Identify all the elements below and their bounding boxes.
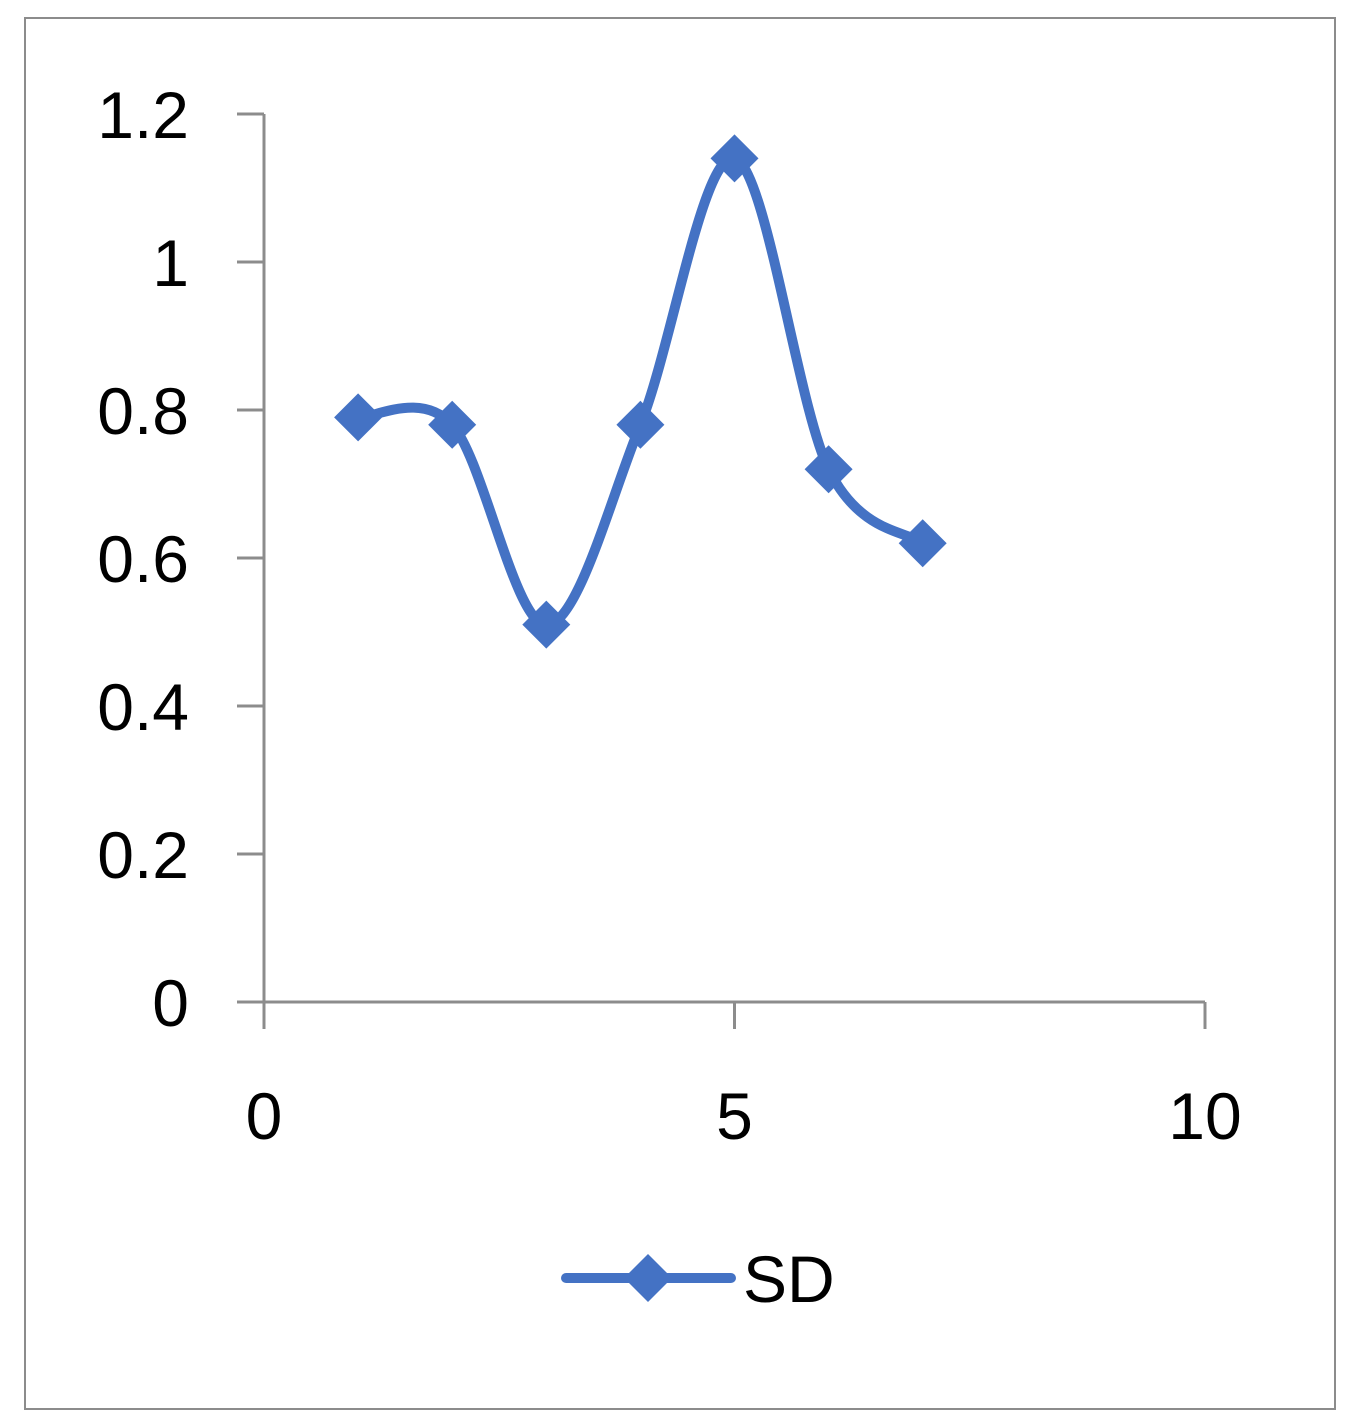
data-point-marker bbox=[428, 400, 477, 449]
y-tick-label: 0.6 bbox=[97, 522, 189, 596]
y-tick-label: 0.2 bbox=[97, 818, 189, 892]
x-tick-label: 10 bbox=[1168, 1079, 1241, 1153]
axes: 0 0.2 0.4 0.6 0.8 1 1.2 0 5 10 bbox=[97, 78, 1241, 1153]
legend: SD bbox=[561, 1242, 835, 1316]
data-point-marker bbox=[616, 400, 665, 449]
data-point-marker bbox=[710, 134, 759, 183]
legend-label: SD bbox=[743, 1242, 835, 1316]
series-layer bbox=[334, 134, 947, 649]
data-point-marker bbox=[898, 519, 947, 568]
y-tick-label: 1 bbox=[152, 226, 189, 300]
y-tick-label: 0.8 bbox=[97, 374, 189, 448]
chart-area: 0 0.2 0.4 0.6 0.8 1 1.2 0 5 10 SD bbox=[24, 17, 1336, 1410]
x-tick-label: 5 bbox=[716, 1079, 753, 1153]
y-tick-label: 0.4 bbox=[97, 670, 189, 744]
y-tick-label: 0 bbox=[152, 966, 189, 1040]
x-tick-label: 0 bbox=[246, 1079, 283, 1153]
series-line-SD bbox=[353, 153, 928, 630]
data-point-marker bbox=[522, 600, 571, 649]
data-point-marker bbox=[334, 393, 383, 442]
line-chart: 0 0.2 0.4 0.6 0.8 1 1.2 0 5 10 SD bbox=[97, 78, 1241, 1316]
data-point-marker bbox=[804, 445, 853, 494]
y-tick-label: 1.2 bbox=[97, 78, 189, 152]
legend-marker-swatch bbox=[624, 1254, 672, 1302]
